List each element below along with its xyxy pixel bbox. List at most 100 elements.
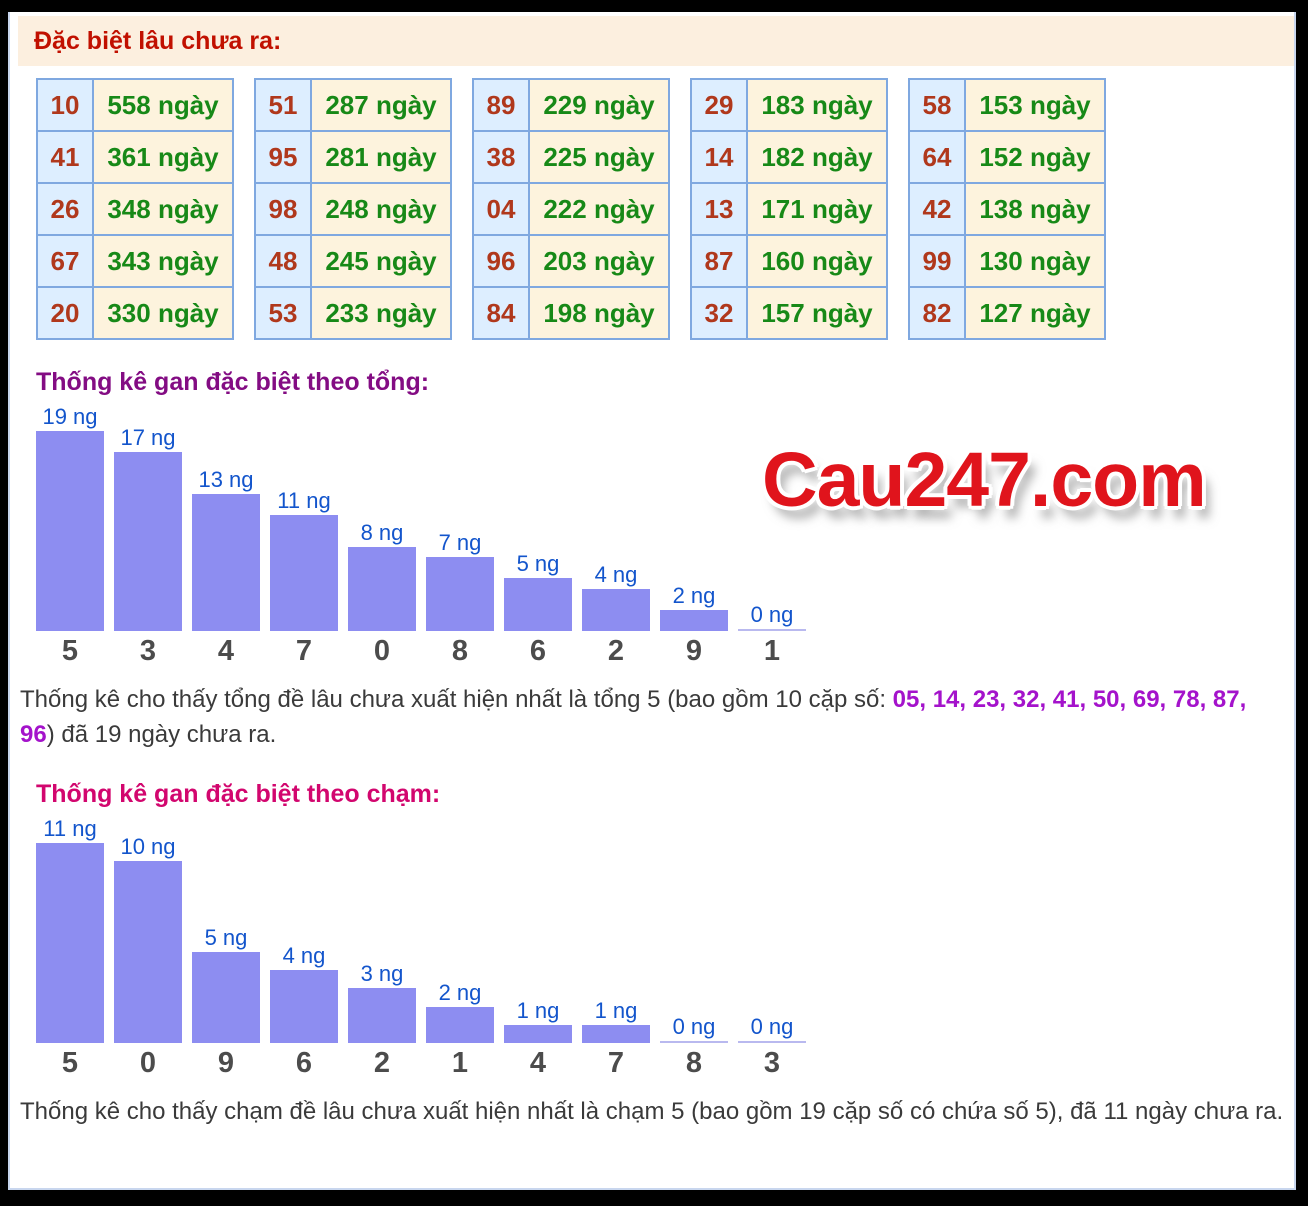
- pair-number: 26: [36, 182, 94, 236]
- days-count: 152 ngày: [964, 130, 1106, 184]
- bar-value-label: 2 ng: [672, 583, 716, 608]
- category-label: 7: [295, 635, 313, 667]
- pair-number: 53: [254, 286, 312, 340]
- note-tong: Thống kê cho thấy tổng đề lâu chưa xuất …: [20, 682, 1284, 752]
- days-count: 361 ngày: [92, 130, 234, 184]
- days-count: 127 ngày: [964, 286, 1106, 340]
- days-count: 229 ngày: [528, 78, 670, 132]
- chart-column: 4 ng 2: [582, 561, 650, 668]
- bar: [270, 970, 338, 1043]
- pair-number: 04: [472, 182, 530, 236]
- pair-number: 10: [36, 78, 94, 132]
- bar-value-label: 0 ng: [750, 602, 794, 627]
- category-label: 5: [61, 1047, 79, 1079]
- table-row: 42 138 ngày: [908, 182, 1106, 236]
- bar: [582, 589, 650, 631]
- pair-number: 96: [472, 234, 530, 288]
- category-label: 6: [295, 1047, 313, 1079]
- days-count: 558 ngày: [92, 78, 234, 132]
- overdue-table-2: 51 287 ngày 95 281 ngày 98 248 ngày 48 245 ngày…: [254, 78, 452, 340]
- category-label: 1: [451, 1047, 469, 1079]
- bar: [114, 861, 182, 1043]
- bar-value-label: 8 ng: [360, 520, 404, 545]
- note-cham: Thống kê cho thấy chạm đề lâu chưa xuất …: [20, 1094, 1284, 1129]
- chart-column: 1 ng 4: [504, 997, 572, 1080]
- pair-number: 99: [908, 234, 966, 288]
- pair-number: 87: [690, 234, 748, 288]
- bar: [582, 1025, 650, 1043]
- days-count: 153 ngày: [964, 78, 1106, 132]
- days-count: 245 ngày: [310, 234, 452, 288]
- pair-number: 13: [690, 182, 748, 236]
- bar: [348, 547, 416, 631]
- table-row: 29 183 ngày: [690, 78, 888, 132]
- pair-number: 32: [690, 286, 748, 340]
- content-panel: Đặc biệt lâu chưa ra: 10 558 ngày 41 361 ng…: [8, 12, 1296, 1190]
- bar: [660, 1041, 728, 1043]
- table-row: 13 171 ngày: [690, 182, 888, 236]
- bar-value-label: 10 ng: [120, 834, 176, 859]
- note-text: ) đã 19 ngày chưa ra.: [46, 721, 277, 748]
- chart-column: 5 ng 6: [504, 550, 572, 668]
- bar: [660, 610, 728, 631]
- table-row: 99 130 ngày: [908, 234, 1106, 288]
- table-row: 89 229 ngày: [472, 78, 670, 132]
- days-count: 348 ngày: [92, 182, 234, 236]
- table-row: 53 233 ngày: [254, 286, 452, 340]
- bar: [270, 515, 338, 631]
- note-text: Thống kê cho thấy chạm đề lâu chưa xuất …: [20, 1098, 1284, 1125]
- table-row: 04 222 ngày: [472, 182, 670, 236]
- table-row: 67 343 ngày: [36, 234, 234, 288]
- category-label: 1: [763, 635, 781, 667]
- overdue-tables: 10 558 ngày 41 361 ngày 26 348 ngày 67 343 ngày…: [36, 78, 1294, 340]
- category-label: 4: [529, 1047, 547, 1079]
- table-row: 87 160 ngày: [690, 234, 888, 288]
- days-count: 198 ngày: [528, 286, 670, 340]
- days-count: 183 ngày: [746, 78, 888, 132]
- chart-column: 0 ng 1: [738, 601, 806, 668]
- pair-number: 20: [36, 286, 94, 340]
- bar: [348, 988, 416, 1043]
- table-row: 38 225 ngày: [472, 130, 670, 184]
- table-row: 26 348 ngày: [36, 182, 234, 236]
- pair-number: 51: [254, 78, 312, 132]
- days-count: 171 ngày: [746, 182, 888, 236]
- chart-column: 5 ng 9: [192, 924, 260, 1080]
- bar-value-label: 1 ng: [516, 998, 560, 1023]
- chart-column: 2 ng 9: [660, 582, 728, 668]
- days-count: 130 ngày: [964, 234, 1106, 288]
- table-row: 10 558 ngày: [36, 78, 234, 132]
- site-logo-watermark: Cau247.com: [762, 437, 1207, 523]
- days-count: 248 ngày: [310, 182, 452, 236]
- days-count: 233 ngày: [310, 286, 452, 340]
- pair-number: 58: [908, 78, 966, 132]
- pair-number: 29: [690, 78, 748, 132]
- bar-value-label: 1 ng: [594, 998, 638, 1023]
- bar-value-label: 0 ng: [750, 1014, 794, 1039]
- bar: [504, 578, 572, 631]
- table-row: 41 361 ngày: [36, 130, 234, 184]
- chart-column: 10 ng 0: [114, 833, 182, 1080]
- bar-value-label: 3 ng: [360, 961, 404, 986]
- table-row: 51 287 ngày: [254, 78, 452, 132]
- days-count: 287 ngày: [310, 78, 452, 132]
- chart-column: 2 ng 1: [426, 979, 494, 1080]
- category-label: 6: [529, 635, 547, 667]
- chart-column: 3 ng 2: [348, 960, 416, 1080]
- bar: [738, 629, 806, 631]
- category-label: 5: [61, 635, 79, 667]
- chart-cham: 11 ng 5 10 ng 0 5 ng 9 4 ng 6 3 ng 2 2 ng 1 1 ng 4 1 n…: [36, 815, 1294, 1080]
- chart-column: 1 ng 7: [582, 997, 650, 1080]
- category-label: 2: [373, 1047, 391, 1079]
- category-label: 9: [685, 635, 703, 667]
- chart-column: 0 ng 8: [660, 1013, 728, 1080]
- bar-value-label: 5 ng: [204, 925, 248, 950]
- table-row: 32 157 ngày: [690, 286, 888, 340]
- overdue-table-5: 58 153 ngày 64 152 ngày 42 138 ngày 99 130 ngày…: [908, 78, 1106, 340]
- days-count: 330 ngày: [92, 286, 234, 340]
- bar-value-label: 13 ng: [198, 467, 254, 492]
- table-row: 82 127 ngày: [908, 286, 1106, 340]
- category-label: 0: [139, 1047, 157, 1079]
- section-title-cham: Thống kê gan đặc biệt theo chạm:: [36, 780, 441, 808]
